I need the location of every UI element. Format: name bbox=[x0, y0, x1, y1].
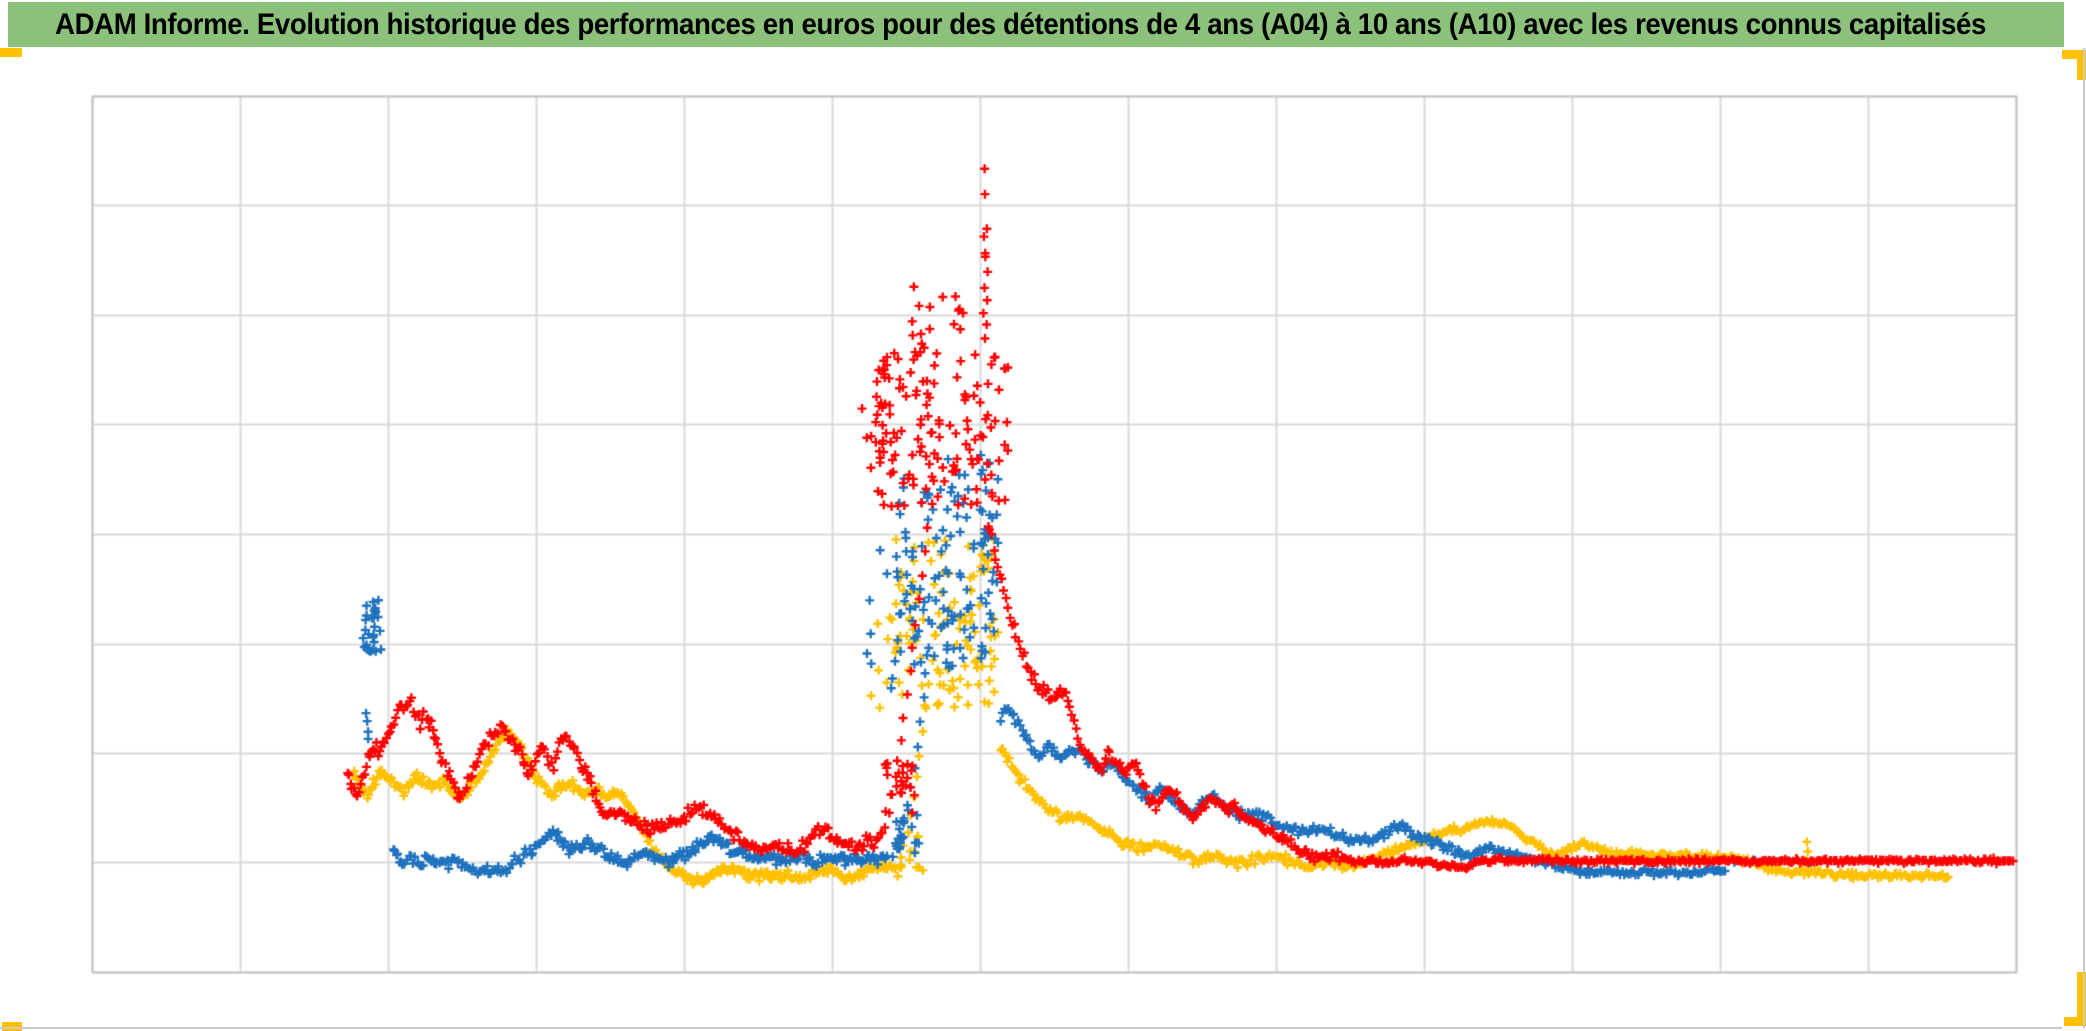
corner-accent-bottom-right-vertical bbox=[2077, 972, 2086, 1026]
corner-accent-bottom-left bbox=[2, 1022, 22, 1031]
corner-accent-top-right bbox=[2062, 50, 2086, 59]
slide-bottom-edge-line bbox=[0, 1027, 2062, 1029]
title-bar: ADAM Informe. Evolution historique des p… bbox=[8, 2, 2064, 47]
corner-accent-bottom-right bbox=[2064, 1017, 2086, 1026]
slide-right-edge-line bbox=[2083, 48, 2085, 1028]
corner-accent-top-right-vertical bbox=[2077, 50, 2086, 80]
corner-accent-top-left bbox=[0, 48, 22, 57]
page-title: ADAM Informe. Evolution historique des p… bbox=[55, 7, 1986, 41]
